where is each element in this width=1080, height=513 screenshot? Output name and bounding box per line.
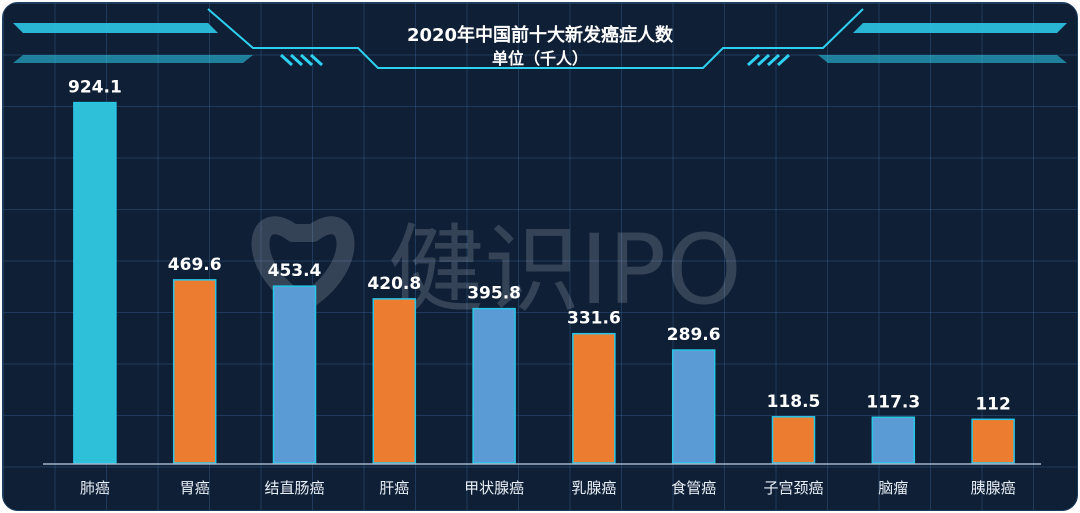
category-label-0: 肺癌 bbox=[80, 479, 110, 497]
value-label-0: 924.1 bbox=[68, 78, 122, 98]
value-label-9: 112 bbox=[975, 394, 1011, 414]
category-label-6: 食管癌 bbox=[671, 479, 716, 497]
chart-title: 2020年中国前十大新发癌症人数 bbox=[407, 24, 674, 46]
bar-7 bbox=[771, 416, 816, 464]
value-label-8: 117.3 bbox=[866, 392, 920, 412]
bar-chart: 2020年中国前十大新发癌症人数 单位（千人） 健识IPO 924.1 469.6… bbox=[13, 8, 1067, 497]
chart-subtitle: 单位（千人） bbox=[492, 49, 588, 68]
header-bar-right-bottom bbox=[818, 55, 1067, 63]
bar-2 bbox=[272, 285, 317, 464]
header-stripes-left bbox=[279, 53, 324, 67]
category-labels-group: 肺癌 胃癌 结直肠癌 肝癌 甲状腺癌 乳腺癌 食管癌 子宫颈癌 脑瘤 胰腺癌 bbox=[80, 479, 1016, 497]
category-label-2: 结直肠癌 bbox=[264, 479, 324, 497]
bars-group bbox=[73, 101, 1015, 464]
header-stripes-right bbox=[746, 53, 791, 67]
bar-0 bbox=[73, 101, 117, 464]
watermark: 健识IPO bbox=[251, 214, 742, 326]
header-bar-left-bottom bbox=[13, 55, 253, 63]
header-bar-left-top bbox=[13, 23, 218, 33]
bar-4 bbox=[472, 307, 516, 464]
value-label-4: 395.8 bbox=[467, 284, 521, 304]
bar-9 bbox=[971, 418, 1015, 464]
value-label-3: 420.8 bbox=[367, 274, 421, 294]
bar-1 bbox=[172, 279, 217, 464]
header-frame bbox=[13, 8, 1067, 69]
category-label-7: 子宫颈癌 bbox=[763, 479, 823, 497]
category-label-9: 胰腺癌 bbox=[971, 479, 1016, 497]
category-label-4: 甲状腺癌 bbox=[464, 479, 524, 497]
value-labels-group: 924.1 469.6 453.4 420.8 395.8 331.6 289.6 118.5… bbox=[68, 78, 1011, 415]
value-label-1: 469.6 bbox=[168, 255, 222, 275]
header-outline bbox=[207, 8, 864, 69]
value-label-5: 331.6 bbox=[567, 309, 621, 329]
category-label-3: 肝癌 bbox=[379, 479, 409, 497]
value-label-2: 453.4 bbox=[268, 261, 322, 281]
bar-8 bbox=[871, 416, 916, 464]
bar-5 bbox=[572, 332, 616, 464]
watermark-text: 健识IPO bbox=[388, 214, 742, 326]
value-label-7: 118.5 bbox=[767, 392, 821, 412]
category-label-5: 乳腺癌 bbox=[571, 479, 616, 497]
value-label-6: 289.6 bbox=[667, 325, 721, 345]
bar-3 bbox=[372, 298, 417, 464]
category-label-1: 胃癌 bbox=[180, 479, 210, 497]
bar-6 bbox=[671, 349, 716, 464]
header-bar-right-top bbox=[853, 23, 1067, 33]
category-label-8: 脑瘤 bbox=[878, 479, 908, 497]
